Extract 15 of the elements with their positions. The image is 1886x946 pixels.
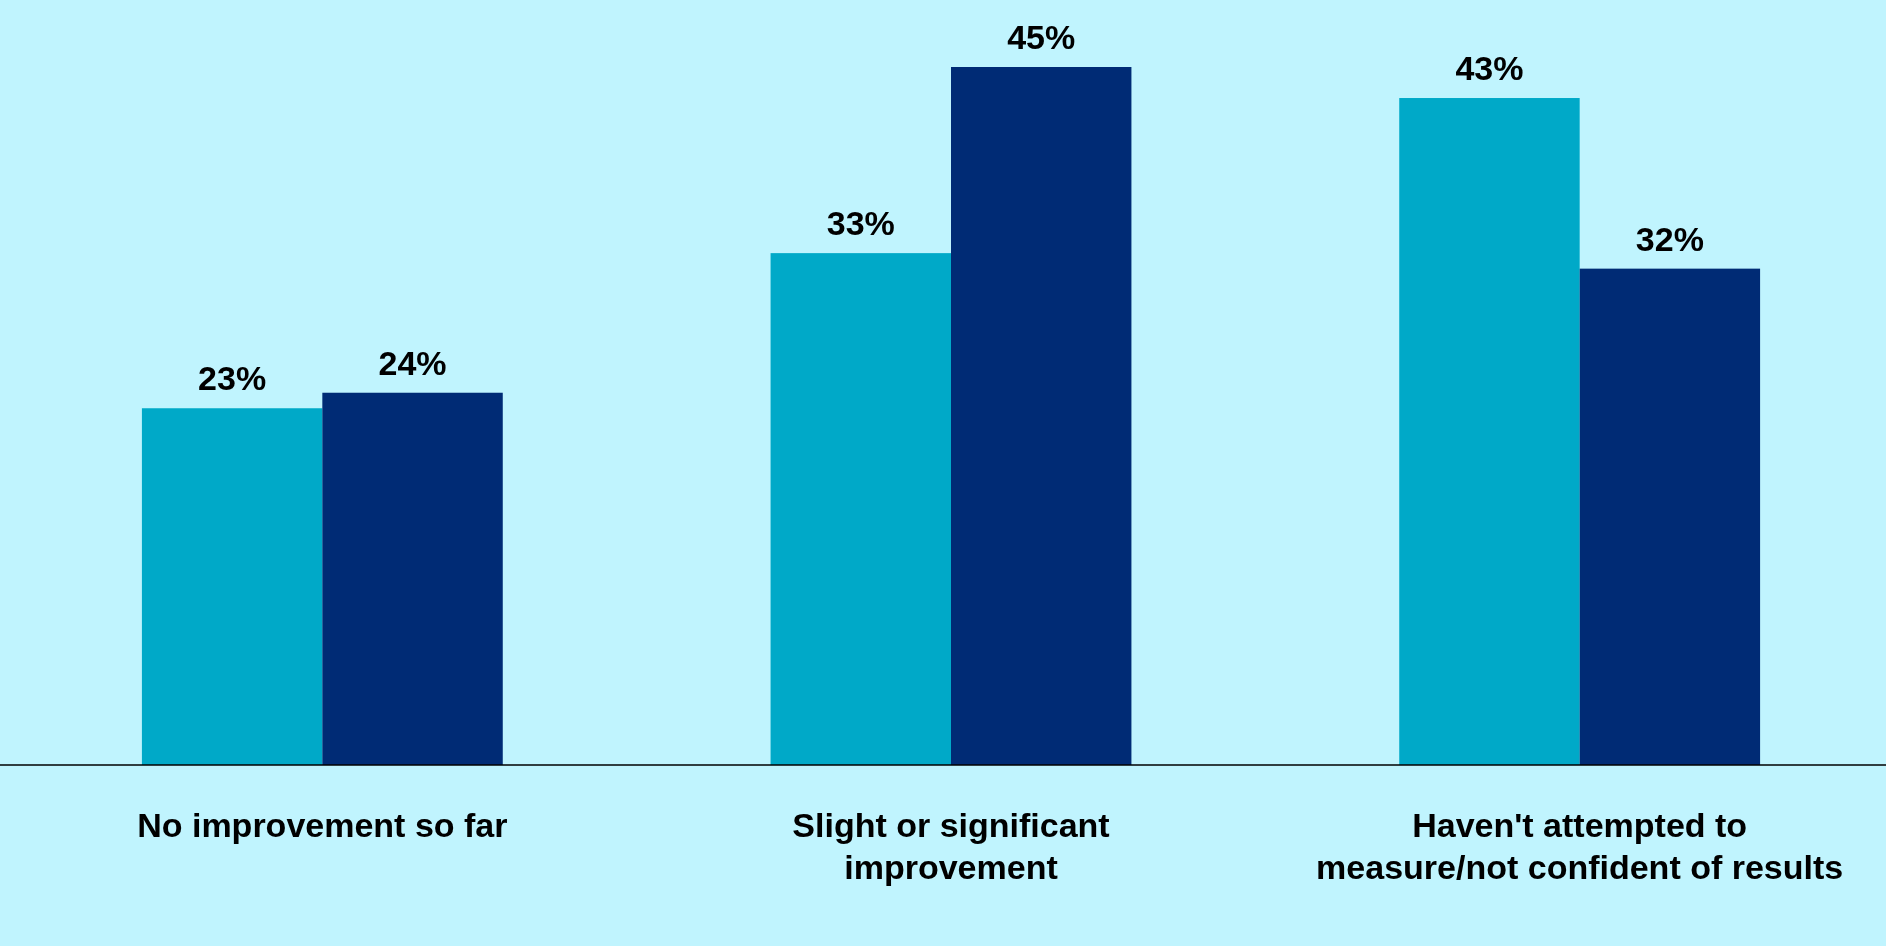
x-tick-label: Haven't attempted to measure/not confident of results [1316, 806, 1844, 886]
data-label: 23% [198, 359, 267, 398]
data-label: 32% [1635, 219, 1704, 258]
data-label: 24% [378, 343, 447, 382]
x-tick-label: Slight or significant improvement [792, 806, 1110, 886]
bar [141, 408, 323, 765]
bar [1399, 98, 1580, 765]
bar [951, 67, 1132, 765]
x-tick-label: No improvement so far [137, 806, 508, 844]
bar [322, 392, 503, 765]
data-label: 43% [1455, 49, 1524, 88]
data-label: 33% [826, 204, 895, 243]
bar [770, 253, 951, 765]
bar [1579, 268, 1761, 765]
data-label: 45% [1007, 18, 1076, 56]
